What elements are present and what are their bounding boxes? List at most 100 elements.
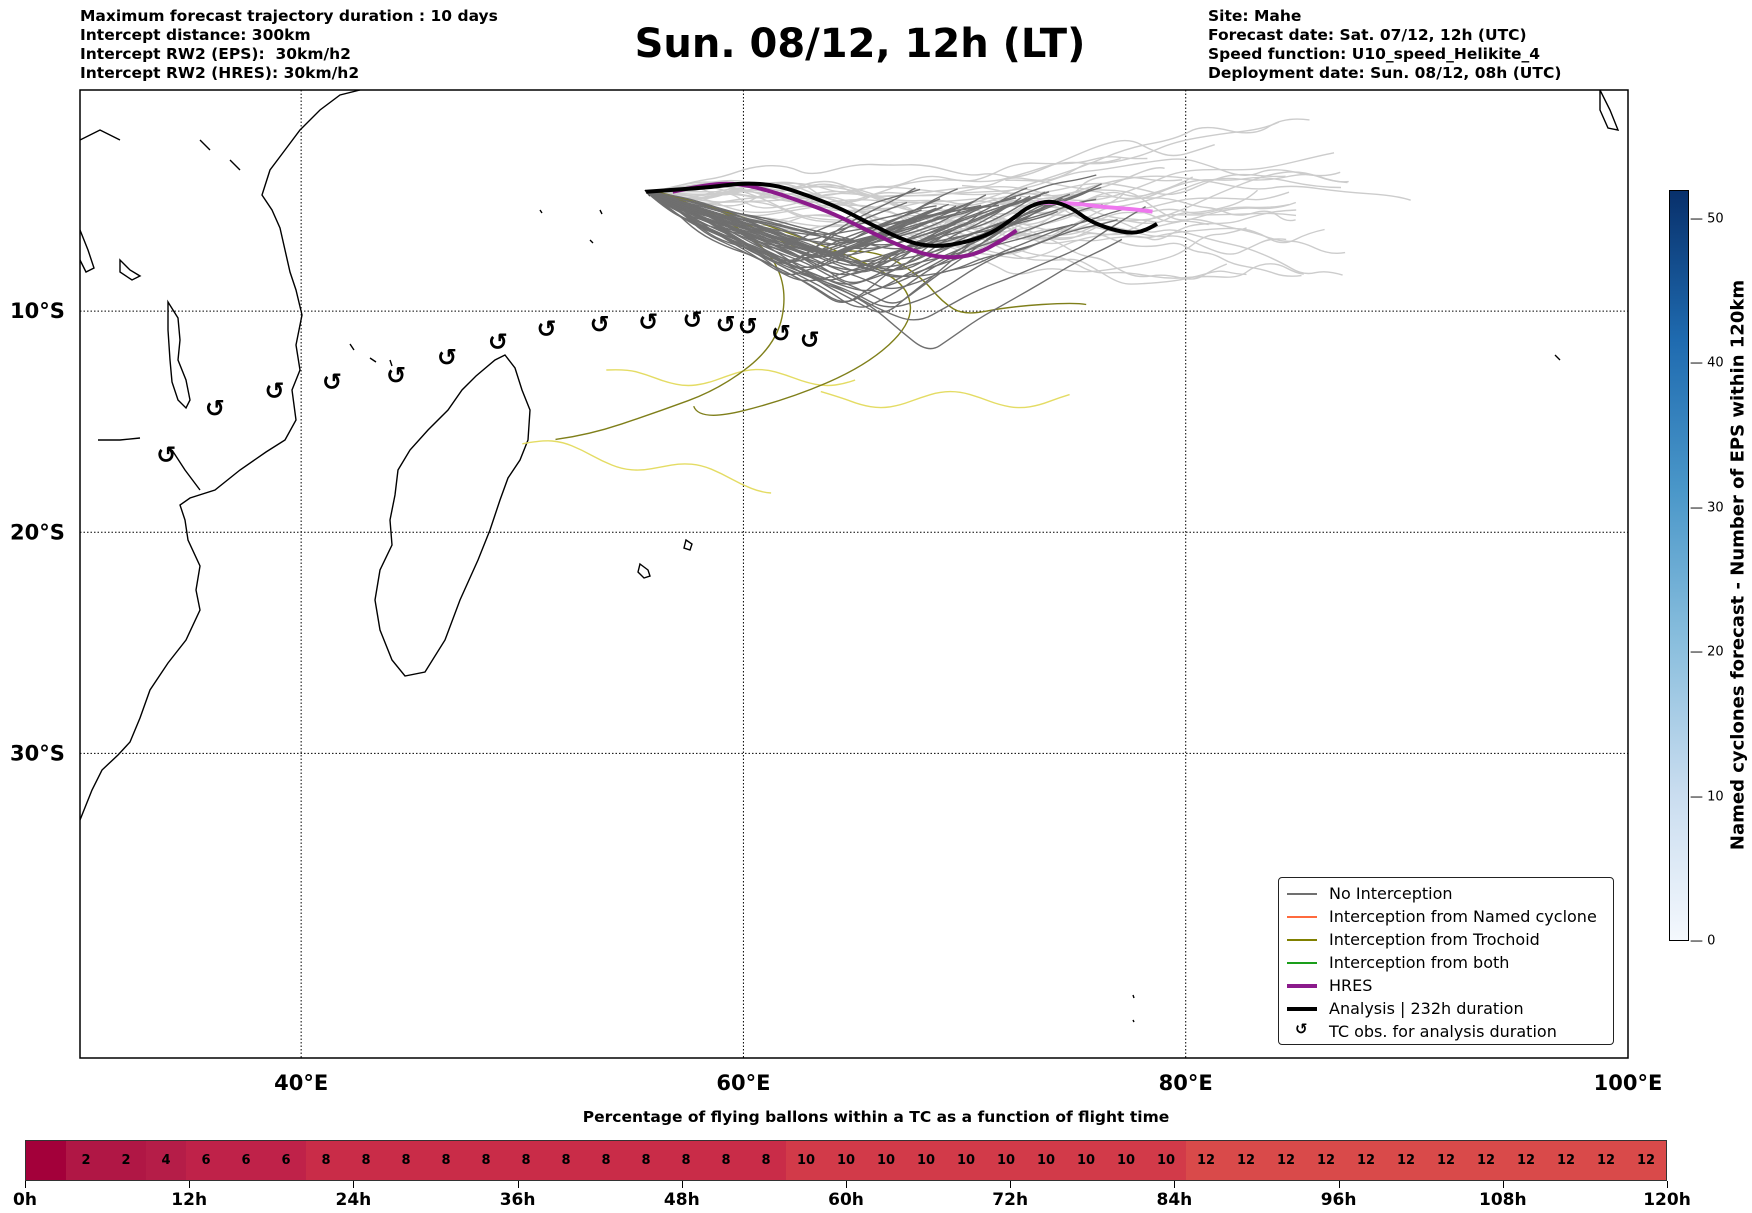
ensemble-track-no-interception: [646, 191, 982, 242]
ensemble-track-no-interception: [645, 191, 1089, 308]
main-tracks: [645, 181, 1159, 260]
percentage-cell: 12: [1546, 1141, 1586, 1180]
percentage-cell: [26, 1141, 66, 1180]
cyclone-symbol-icon: ↺: [738, 313, 758, 341]
percentage-cell: 8: [346, 1141, 386, 1180]
legend-item-tc-obs: ↺ TC obs. for analysis duration: [1279, 1020, 1613, 1043]
percentage-cell: 6: [266, 1141, 306, 1180]
longitude-label: 40°E: [274, 1071, 328, 1095]
africa-coastline: [80, 90, 361, 821]
ensemble-track-no-interception: [645, 191, 908, 262]
latitude-labels: 10°S 20°S 30°S: [10, 299, 65, 765]
percentage-tick-label: 60h: [828, 1190, 864, 1210]
ensemble-track-no-interception: [645, 191, 949, 253]
ensemble-track-no-interception: [645, 191, 1103, 272]
map-canvas[interactable]: ↺↺↺ ↺ ↺↺↺ ↺ ↺ ↺ ↺ ↺ ↺ ↺ ↺ 10°S20°S30°S 40°E 60°E 80°…: [0, 0, 1752, 1100]
percentage-tick-mark: [353, 1181, 355, 1188]
ensemble-track-light: [654, 139, 1215, 193]
percentage-cell: 8: [426, 1141, 466, 1180]
longitude-labels: 40°E 60°E 80°E 100°E: [274, 1071, 1662, 1095]
left-island-3: [167, 299, 191, 410]
percentage-cell: 12: [1266, 1141, 1306, 1180]
percentage-cell: 12: [1186, 1141, 1226, 1180]
percentage-cell: 12: [1506, 1141, 1546, 1180]
percentage-cell: 8: [706, 1141, 746, 1180]
ensemble-track-yellow: [606, 368, 856, 387]
percentage-tick-label: 120h: [1643, 1190, 1691, 1210]
legend-label: No Interception: [1329, 884, 1453, 903]
percentage-bar-ticks: 0h 12h 24h 36h 48h 60h 72h 84h 96h 108h 120h: [13, 1181, 1691, 1211]
cyclone-symbol-icon: ↺: [800, 326, 820, 354]
cyclone-symbol-icon: ↺: [638, 308, 658, 336]
ensemble-track-trochoid: [654, 191, 912, 416]
cyclone-symbol-icon: ↺: [386, 361, 406, 389]
percentage-cell: 6: [186, 1141, 226, 1180]
cyclone-symbol-icon: ↺: [156, 441, 176, 469]
legend-label: Interception from Trochoid: [1329, 930, 1540, 949]
percentage-cell: 8: [306, 1141, 346, 1180]
percentage-cell: 4: [146, 1141, 186, 1180]
ensemble-track-no-interception: [645, 191, 1073, 290]
legend-swatch: [1287, 939, 1317, 941]
percentage-cell: 2: [66, 1141, 106, 1180]
latitude-label: 10°S: [10, 299, 65, 323]
hres-track-late: [1037, 200, 1153, 214]
legend-item-hres: HRES: [1279, 974, 1613, 997]
legend-label: Interception from Named cyclone: [1329, 907, 1597, 926]
header-right-line: Site: Mahe: [1208, 7, 1302, 25]
eps-colorbar-tick: — 50: [1690, 211, 1724, 227]
cyclone-symbol-icon: ↺: [771, 319, 791, 347]
percentage-tick-label: 24h: [335, 1190, 372, 1210]
ensemble-track-no-interception: [645, 191, 1022, 303]
ensemble-track-light: [958, 220, 1325, 244]
latitude-label: 20°S: [10, 520, 65, 544]
mascarene-island: [637, 562, 651, 579]
comoros-islands: [349, 343, 393, 367]
yellow-tracks: [522, 368, 1070, 494]
header-left-line: Maximum forecast trajectory duration : 1…: [80, 7, 498, 25]
ensemble-track-light: [654, 121, 1280, 205]
east-coast-fragment: [80, 129, 241, 171]
percentage-cell: 8: [586, 1141, 626, 1180]
percentage-tick-label: 72h: [992, 1190, 1029, 1210]
cyclone-symbol-icon: ↺: [683, 306, 703, 334]
right-islands: [1132, 90, 1620, 1023]
ensemble-track-no-interception: [645, 191, 1046, 271]
ensemble-track-light: [944, 221, 1304, 279]
percentage-cell: 10: [986, 1141, 1026, 1180]
ensemble-track-light: [654, 181, 1258, 246]
tc-observations: ↺↺↺ ↺ ↺↺↺ ↺ ↺ ↺ ↺ ↺ ↺ ↺ ↺: [156, 306, 820, 469]
rodrigues-island: [683, 538, 693, 551]
percentage-bar-title: Percentage of flying ballons within a TC…: [582, 1108, 1170, 1126]
percentage-cell: 10: [1146, 1141, 1186, 1180]
ensemble-track-no-interception: [645, 191, 1050, 263]
legend-swatch: [1287, 1007, 1317, 1011]
ensemble-track-no-interception: [645, 174, 1097, 246]
legend-swatch: [1287, 962, 1317, 964]
cyclone-symbol-icon: ↺: [205, 394, 225, 422]
percentage-tick-mark: [189, 1181, 191, 1188]
latitude-label: 30°S: [10, 741, 65, 765]
percentage-cell: 10: [1106, 1141, 1146, 1180]
percentage-cell: 8: [506, 1141, 546, 1180]
legend-label: Interception from both: [1329, 953, 1510, 972]
cyclone-symbol-icon: ↺: [590, 310, 610, 338]
percentage-cell: 12: [1466, 1141, 1506, 1180]
percentage-tick-mark: [1010, 1181, 1012, 1188]
cyclone-symbol-icon: ↺: [322, 368, 342, 396]
cyclone-symbol-icon: ↺: [537, 315, 557, 343]
percentage-cell: 10: [866, 1141, 906, 1180]
percentage-tick-label: 108h: [1479, 1190, 1527, 1210]
percentage-cell: 8: [626, 1141, 666, 1180]
eps-colorbar-tick: — 0: [1690, 933, 1716, 949]
left-island-1: [119, 258, 142, 281]
legend: No Interception Interception from Named …: [1278, 877, 1614, 1045]
percentage-cell: 12: [1346, 1141, 1386, 1180]
longitude-label: 80°E: [1159, 1071, 1213, 1095]
legend-item-trochoid: Interception from Trochoid: [1279, 928, 1613, 951]
legend-label: Analysis | 232h duration: [1329, 999, 1524, 1018]
percentage-cell: 10: [826, 1141, 866, 1180]
legend-item-no-interception: No Interception: [1279, 882, 1613, 905]
longitude-label: 100°E: [1594, 1071, 1663, 1095]
legend-item-named-cyclone: Interception from Named cyclone: [1279, 905, 1613, 928]
